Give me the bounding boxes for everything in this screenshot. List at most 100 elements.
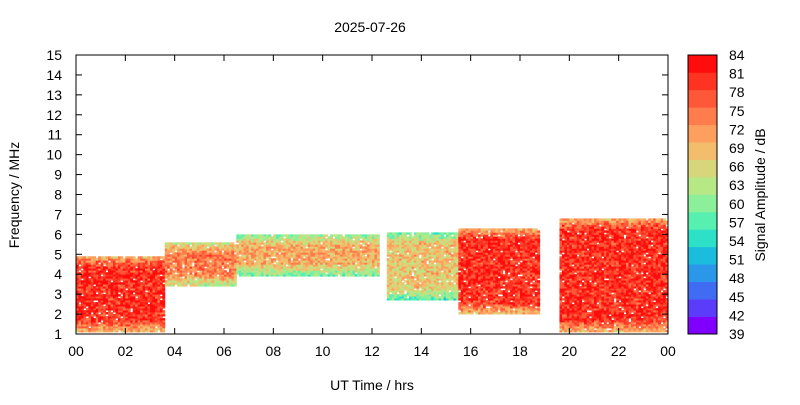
heatmap-cell — [265, 246, 269, 249]
heatmap-cell — [243, 262, 247, 265]
heatmap-cell — [216, 270, 220, 273]
heatmap-cell — [455, 270, 459, 273]
heatmap-cell — [362, 272, 365, 275]
heatmap-cell — [485, 274, 489, 277]
heatmap-cell — [495, 292, 499, 295]
heatmap-cell — [480, 248, 484, 251]
heatmap-cell — [347, 234, 351, 237]
heatmap-cell — [100, 316, 104, 319]
heatmap-cell — [330, 240, 333, 243]
heatmap-cell — [93, 278, 97, 281]
heatmap-cell — [354, 266, 358, 269]
heatmap-cell — [438, 284, 442, 287]
heatmap-cell — [483, 232, 486, 235]
heatmap-cell — [145, 274, 148, 277]
heatmap-cell — [426, 294, 430, 297]
heatmap-cell — [98, 316, 102, 319]
heatmap-cell — [487, 302, 491, 305]
heatmap-cell — [113, 310, 116, 313]
heatmap-cell — [495, 290, 499, 293]
heatmap-cell — [83, 306, 87, 309]
heatmap-cell — [120, 264, 124, 267]
heatmap-cell — [362, 250, 365, 253]
heatmap-cell — [473, 310, 476, 313]
heatmap-cell — [495, 232, 499, 235]
heatmap-cell — [78, 316, 82, 319]
heatmap-cell — [406, 260, 410, 263]
heatmap-cell — [127, 258, 131, 261]
heatmap-cell — [105, 326, 109, 329]
heatmap-cell — [465, 260, 469, 263]
heatmap-cell — [159, 260, 163, 263]
heatmap-cell — [470, 264, 474, 267]
heatmap-cell — [450, 242, 454, 245]
heatmap-cell — [216, 268, 220, 271]
heatmap-cell — [221, 274, 225, 277]
heatmap-cell — [115, 300, 119, 303]
heatmap-cell — [137, 308, 141, 311]
heatmap-cell — [325, 246, 328, 249]
heatmap-cell — [179, 264, 183, 267]
heatmap-cell — [487, 308, 491, 311]
heatmap-cell — [142, 270, 146, 273]
heatmap-cell — [438, 254, 442, 257]
heatmap-cell — [135, 322, 139, 325]
heatmap-cell — [103, 280, 106, 283]
heatmap-cell — [103, 256, 106, 259]
heatmap-cell — [100, 264, 104, 267]
heatmap-cell — [243, 244, 247, 247]
heatmap-cell — [187, 256, 190, 259]
heatmap-cell — [201, 278, 205, 281]
heatmap-cell — [416, 244, 420, 247]
heatmap-cell — [483, 302, 486, 305]
heatmap-cell — [463, 254, 467, 257]
heatmap-cell — [179, 278, 183, 281]
heatmap-cell — [221, 258, 225, 261]
heatmap-cell — [436, 242, 439, 245]
heatmap-cell — [404, 242, 407, 245]
heatmap-cell — [226, 246, 230, 249]
heatmap-cell — [88, 286, 92, 289]
heatmap-cell — [211, 250, 215, 253]
heatmap-cell — [443, 264, 447, 267]
heatmap-cell — [184, 260, 188, 263]
heatmap-cell — [391, 240, 395, 243]
heatmap-cell — [438, 286, 442, 289]
heatmap-cell — [159, 318, 163, 321]
heatmap-cell — [497, 252, 501, 255]
heatmap-cell — [458, 258, 462, 261]
heatmap-cell — [431, 272, 435, 275]
heatmap-cell — [132, 290, 136, 293]
heatmap-cell — [458, 282, 462, 285]
heatmap-cell — [263, 250, 267, 253]
heatmap-cell — [302, 238, 306, 241]
heatmap-cell — [172, 258, 176, 261]
heatmap-cell — [135, 268, 139, 271]
heatmap-cell — [142, 258, 146, 261]
heatmap-cell — [100, 304, 104, 307]
heatmap-cell — [142, 292, 146, 295]
heatmap-cell — [150, 312, 153, 315]
heatmap-cell — [83, 282, 87, 285]
heatmap-cell — [322, 268, 326, 271]
heatmap-cell — [394, 284, 398, 287]
heatmap-cell — [187, 270, 190, 273]
heatmap-cell — [150, 310, 153, 313]
heatmap-cell — [187, 268, 190, 271]
heatmap-cell — [416, 268, 420, 271]
heatmap-cell — [485, 256, 489, 259]
heatmap-cell — [487, 294, 491, 297]
heatmap-cell — [243, 238, 247, 241]
heatmap-cell — [339, 268, 343, 271]
heatmap-cell — [335, 260, 338, 263]
heatmap-cell — [502, 268, 506, 271]
heatmap-cell — [460, 290, 464, 293]
heatmap-cell — [450, 260, 454, 263]
heatmap-cell — [512, 236, 516, 239]
heatmap-cell — [335, 252, 338, 255]
heatmap-cell — [502, 232, 506, 235]
heatmap-cell — [113, 290, 116, 293]
heatmap-cell — [172, 260, 176, 263]
heatmap-cell — [413, 260, 417, 263]
heatmap-cell — [433, 284, 437, 287]
